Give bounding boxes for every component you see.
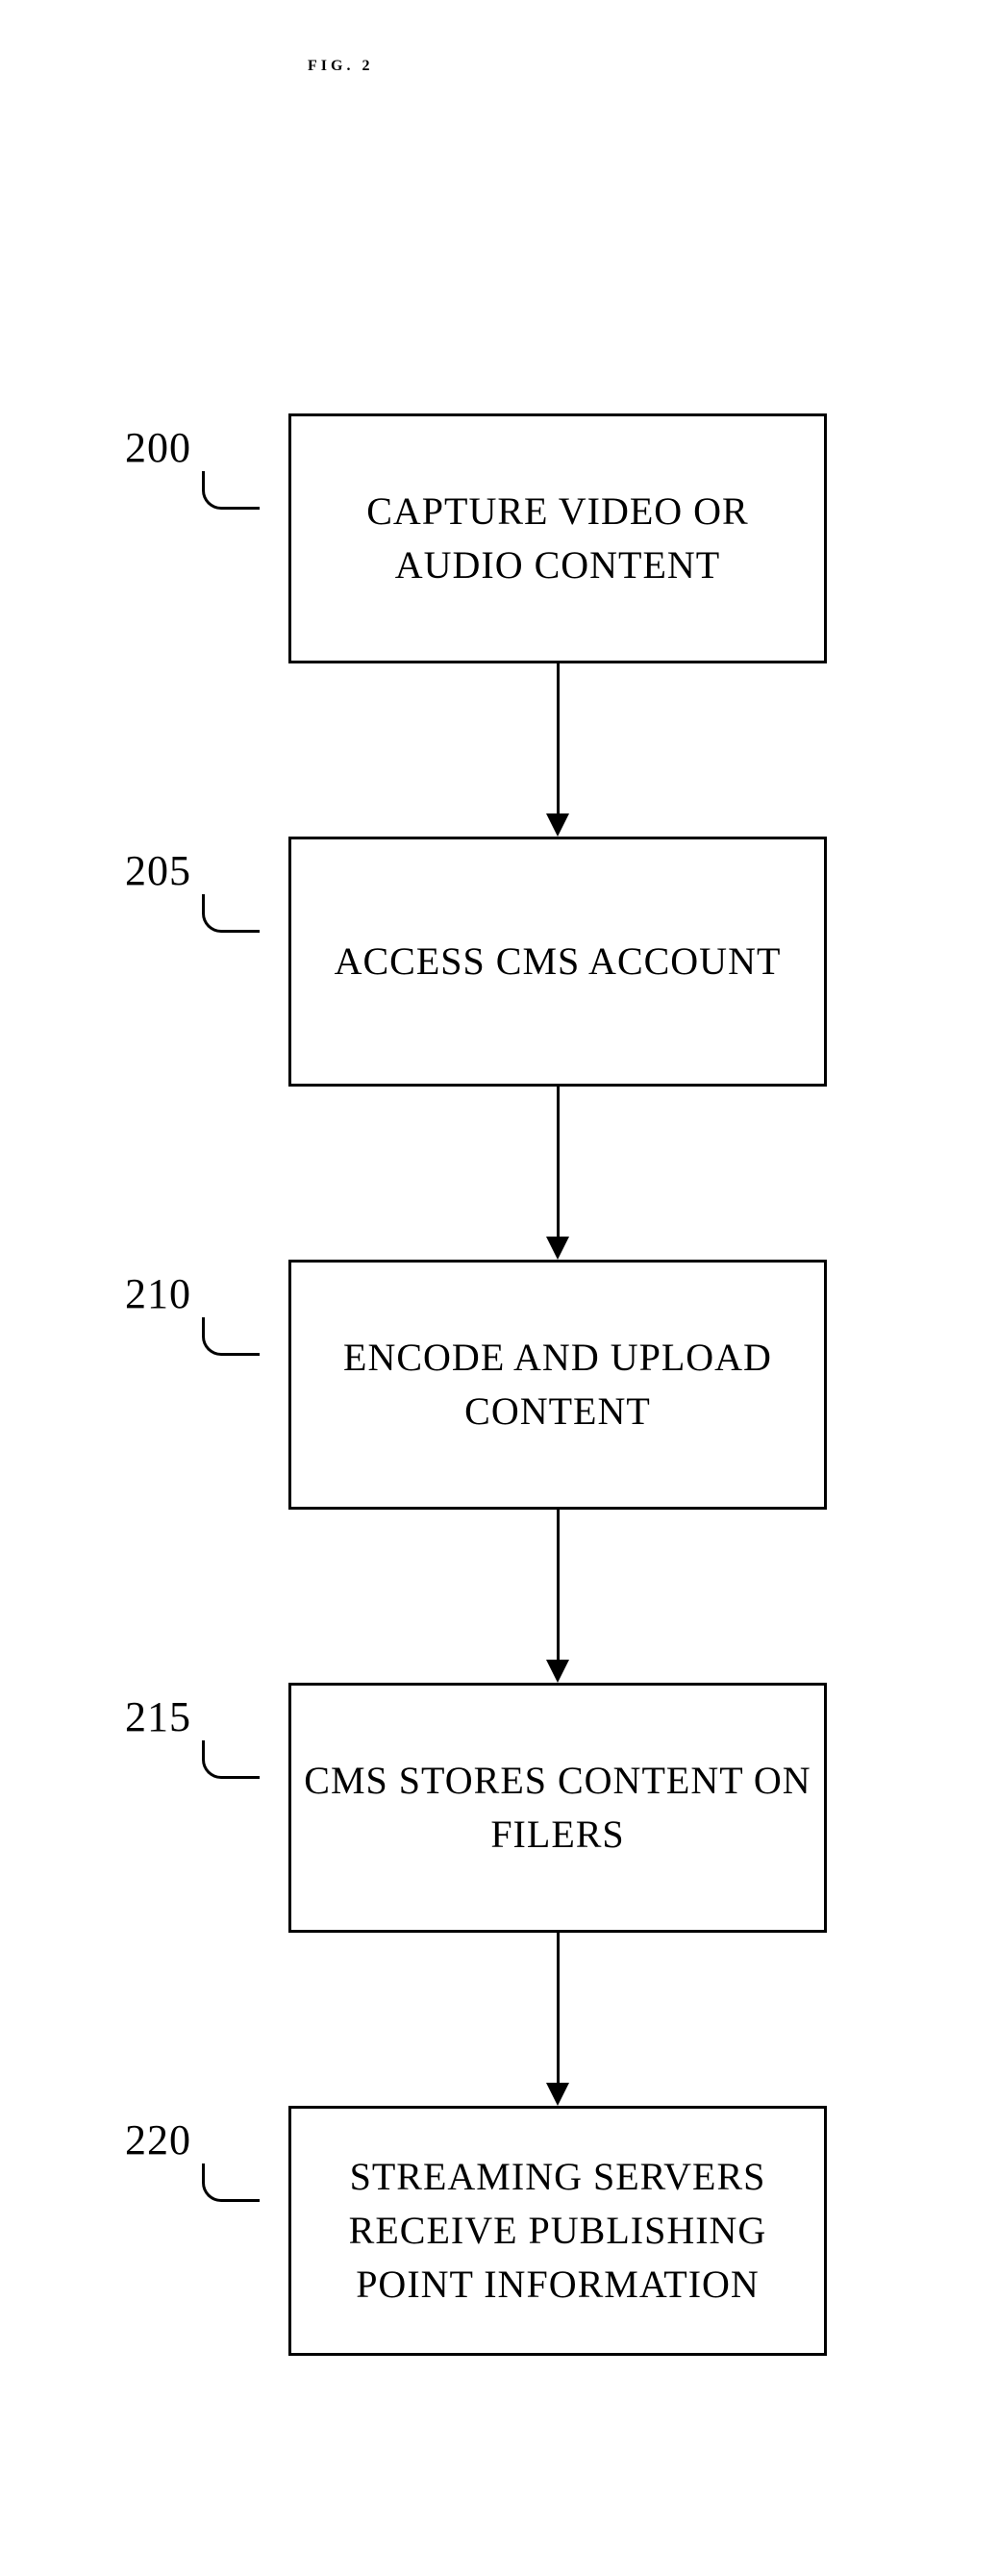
reference-hook <box>202 1740 260 1779</box>
arrowhead-icon <box>546 1660 569 1683</box>
arrowhead-icon <box>546 1237 569 1260</box>
flow-arrow <box>557 1510 560 1660</box>
reference-number: 210 <box>125 1269 191 1318</box>
reference-number: 205 <box>125 846 191 895</box>
reference-hook <box>202 2163 260 2202</box>
flow-arrow <box>557 1087 560 1237</box>
flow-node-label: CMS STORES CONTENT ON FILERS <box>303 1754 812 1862</box>
flow-node: ACCESS CMS ACCOUNT <box>288 837 827 1087</box>
flow-node-label: ACCESS CMS ACCOUNT <box>335 935 782 988</box>
arrowhead-icon <box>546 813 569 837</box>
flow-node-label: CAPTURE VIDEO OR AUDIO CONTENT <box>303 485 812 592</box>
reference-hook <box>202 894 260 933</box>
reference-number: 215 <box>125 1692 191 1741</box>
flow-node-label: STREAMING SERVERS RECEIVE PUBLISHING POI… <box>303 2150 812 2312</box>
arrowhead-icon <box>546 2083 569 2106</box>
flow-node: CMS STORES CONTENT ON FILERS <box>288 1683 827 1933</box>
reference-number: 220 <box>125 2115 191 2164</box>
flow-node-label: ENCODE AND UPLOAD CONTENT <box>303 1331 812 1438</box>
flow-node: CAPTURE VIDEO OR AUDIO CONTENT <box>288 413 827 663</box>
flow-arrow <box>557 663 560 813</box>
flow-node: ENCODE AND UPLOAD CONTENT <box>288 1260 827 1510</box>
flow-arrow <box>557 1933 560 2083</box>
reference-number: 200 <box>125 423 191 472</box>
reference-hook <box>202 1317 260 1356</box>
reference-hook <box>202 471 260 510</box>
figure-title: FIG. 2 <box>308 58 373 75</box>
figure-canvas: FIG. 2 CAPTURE VIDEO OR AUDIO CONTENT 200 A… <box>0 0 998 2576</box>
flow-node: STREAMING SERVERS RECEIVE PUBLISHING POI… <box>288 2106 827 2356</box>
